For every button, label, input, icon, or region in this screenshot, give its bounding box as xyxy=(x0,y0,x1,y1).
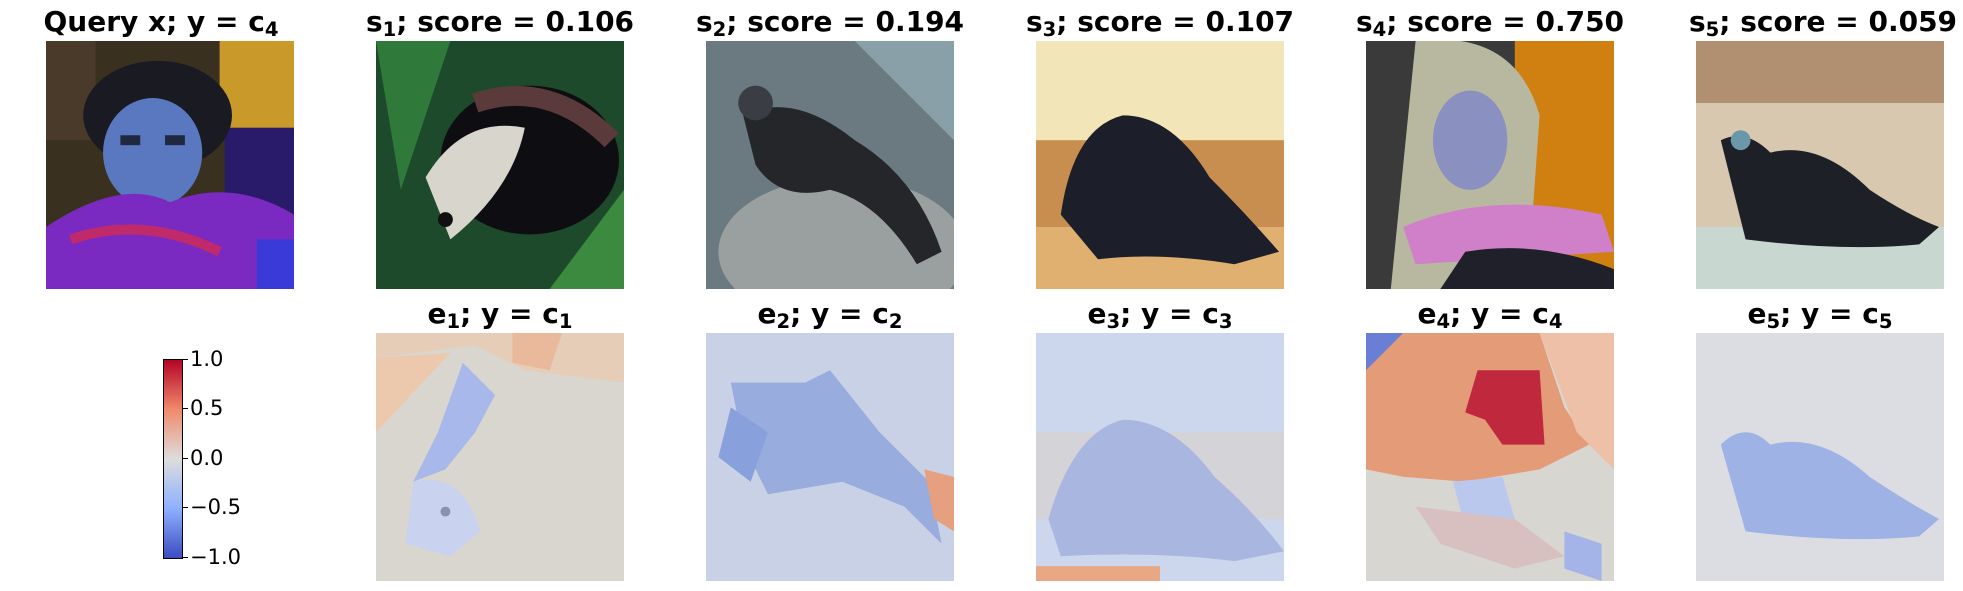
sample-5-title: s5; score = 0.059 xyxy=(1683,4,1963,41)
explanation-2-title: e2; y = c2 xyxy=(706,296,954,333)
sample-4-sub: 4 xyxy=(1372,17,1387,41)
colorbar-tick xyxy=(182,458,188,459)
sample-1-image xyxy=(376,41,624,289)
explanation-3-sub: 3 xyxy=(1106,309,1121,333)
explanation-1-title: e1; y = c1 xyxy=(376,296,624,333)
colorbar-tick-label: 1.0 xyxy=(190,347,224,371)
explanation-5-prefix: e xyxy=(1747,297,1767,330)
explanation-1-mid: ; y = c xyxy=(460,297,559,330)
sample-5-sub: 5 xyxy=(1705,17,1720,41)
query-title-prefix: Query x; y xyxy=(43,5,206,38)
sample-3-score: ; score = 0.107 xyxy=(1056,5,1295,38)
query-title-sub: 4 xyxy=(264,17,279,41)
sample-4-prefix: s xyxy=(1355,5,1373,38)
explanation-3-sub2: 3 xyxy=(1218,309,1233,333)
explanation-2-heatmap xyxy=(706,333,954,581)
sample-1-prefix: s xyxy=(365,5,383,38)
explanation-4-sub: 4 xyxy=(1436,309,1451,333)
explanation-2-sub2: 2 xyxy=(888,309,903,333)
sample-2-prefix: s xyxy=(695,5,713,38)
colorbar-tick-label: −0.5 xyxy=(190,495,241,519)
explanation-5-sub: 5 xyxy=(1766,309,1781,333)
sample-2-title: s2; score = 0.194 xyxy=(690,4,970,41)
sample-1-sub: 1 xyxy=(382,17,397,41)
explanation-4-prefix: e xyxy=(1417,297,1437,330)
explanation-3-mid: ; y = c xyxy=(1120,297,1219,330)
explanation-1-sub: 1 xyxy=(446,309,461,333)
colorbar-tick-label: 0.5 xyxy=(190,396,224,420)
sample-5-score: ; score = 0.059 xyxy=(1719,5,1958,38)
explanation-5-mid: ; y = c xyxy=(1780,297,1879,330)
explanation-5-sub2: 5 xyxy=(1878,309,1893,333)
explanation-1-prefix: e xyxy=(427,297,447,330)
sample-3-image xyxy=(1036,41,1284,289)
explanation-1-sub2: 1 xyxy=(558,309,573,333)
sample-2-sub: 2 xyxy=(712,17,727,41)
query-title-var: c xyxy=(248,5,265,38)
explanation-1-heatmap xyxy=(376,333,624,581)
colorbar-tick xyxy=(182,507,188,508)
explanation-3-heatmap xyxy=(1036,333,1284,581)
sample-3-sub: 3 xyxy=(1042,17,1057,41)
sample-3-prefix: s xyxy=(1025,5,1043,38)
sample-4-score: ; score = 0.750 xyxy=(1386,5,1625,38)
query-title: Query x; y = c4 xyxy=(36,4,286,41)
colorbar-tick xyxy=(182,359,188,360)
sample-5-image xyxy=(1696,41,1944,289)
explanation-2-prefix: e xyxy=(757,297,777,330)
colorbar-tick xyxy=(182,557,188,558)
explanation-5-title: e5; y = c5 xyxy=(1696,296,1944,333)
colorbar-tick-label: 0.0 xyxy=(190,446,224,470)
sample-1-score: ; score = 0.106 xyxy=(396,5,635,38)
sample-4-image xyxy=(1366,41,1614,289)
query-title-eq: = xyxy=(205,5,249,38)
explanation-4-sub2: 4 xyxy=(1548,309,1563,333)
sample-2-score: ; score = 0.194 xyxy=(726,5,965,38)
explanation-4-title: e4; y = c4 xyxy=(1366,296,1614,333)
sample-4-title: s4; score = 0.750 xyxy=(1350,4,1630,41)
sample-5-prefix: s xyxy=(1688,5,1706,38)
explanation-4-heatmap xyxy=(1366,333,1614,581)
colorbar xyxy=(163,359,183,559)
explanation-4-mid: ; y = c xyxy=(1450,297,1549,330)
sample-3-title: s3; score = 0.107 xyxy=(1020,4,1300,41)
explanation-2-mid: ; y = c xyxy=(790,297,889,330)
explanation-3-prefix: e xyxy=(1087,297,1107,330)
colorbar-tick xyxy=(182,408,188,409)
explanation-2-sub: 2 xyxy=(776,309,791,333)
sample-2-image xyxy=(706,41,954,289)
colorbar-tick-label: −1.0 xyxy=(190,545,241,569)
explanation-3-title: e3; y = c3 xyxy=(1036,296,1284,333)
query-image xyxy=(46,41,294,289)
sample-1-title: s1; score = 0.106 xyxy=(360,4,640,41)
explanation-5-heatmap xyxy=(1696,333,1944,581)
